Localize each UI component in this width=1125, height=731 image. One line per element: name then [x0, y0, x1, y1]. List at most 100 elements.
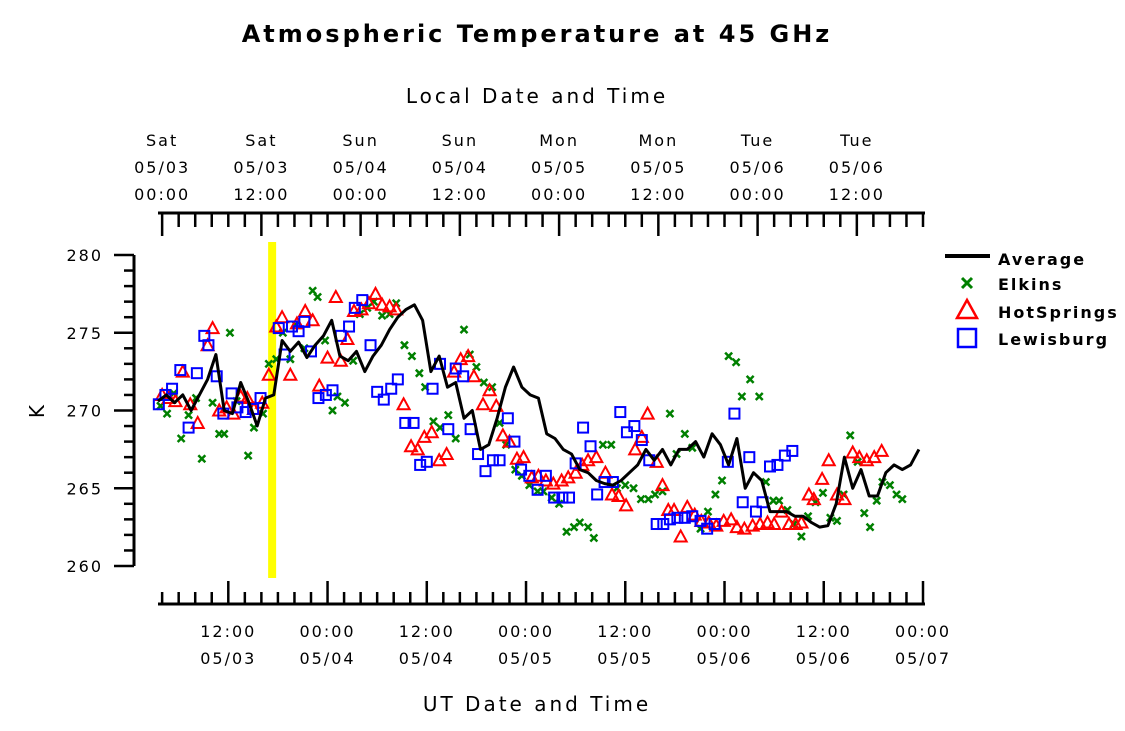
point-lewisburg: [721, 455, 734, 468]
point-elkins: [665, 409, 675, 418]
bottom-tick-label: 00:00: [696, 622, 752, 641]
point-hotsprings: [361, 295, 377, 310]
point-elkins-stroke: [243, 451, 253, 460]
point-elkins-stroke: [629, 483, 638, 493]
point-hotsprings: [627, 441, 643, 456]
bottom-tick-label: 05/03: [200, 649, 256, 668]
point-hotsprings: [793, 514, 810, 529]
point-elkins-stroke: [897, 494, 907, 504]
point-elkins-stroke: [872, 496, 882, 506]
point-elkins-stroke: [429, 417, 438, 426]
point-lewisburg: [569, 457, 582, 470]
point-hotsprings: [311, 377, 327, 392]
point-elkins: [897, 494, 907, 504]
point-elkins: [845, 430, 855, 440]
point-elkins-stroke: [575, 518, 585, 527]
point-elkins-stroke: [644, 494, 653, 504]
point-hotsprings: [333, 352, 349, 367]
point-lewisburg: [671, 511, 684, 524]
point-hotsprings: [759, 514, 776, 529]
point-hotsprings: [618, 497, 634, 512]
point-hotsprings: [821, 452, 837, 467]
top-tick-label: 12:00: [829, 185, 885, 204]
top-tick-label: Tue: [740, 131, 774, 150]
point-elkins: [589, 533, 599, 543]
top-tick-label: 05/03: [134, 158, 190, 177]
point-elkins: [562, 527, 571, 537]
point-elkins: [680, 429, 690, 439]
top-tick-label: 05/04: [432, 158, 488, 177]
point-lewisburg: [749, 505, 762, 518]
top-tick-label: 05/05: [531, 158, 587, 177]
point-elkins-stroke: [598, 440, 608, 450]
point-hotsprings: [403, 438, 419, 453]
point-elkins-stroke: [308, 286, 318, 296]
point-elkins: [658, 486, 667, 496]
point-elkins: [575, 518, 585, 527]
point-elkins-stroke: [414, 368, 424, 378]
point-hotsprings: [319, 349, 336, 364]
y-tick-label: 260: [66, 557, 103, 576]
point-elkins: [162, 409, 172, 418]
point-elkins: [724, 351, 734, 361]
point-lewisburg: [708, 518, 721, 531]
point-elkins-stroke: [407, 351, 417, 361]
point-elkins: [636, 494, 646, 504]
point-elkins-stroke: [377, 311, 387, 321]
top-tick-label: Sat: [245, 131, 277, 150]
point-elkins: [219, 429, 229, 439]
point-elkins-stroke: [737, 392, 747, 401]
point-elkins-stroke: [340, 398, 350, 408]
y-axis-title: K: [25, 402, 49, 418]
chart-title: Atmospheric Temperature at 45 GHz: [242, 20, 833, 48]
point-hotsprings: [297, 302, 313, 317]
point-elkins-stroke: [745, 375, 755, 384]
top-tick-label: 00:00: [531, 185, 587, 204]
point-elkins: [184, 410, 193, 420]
point-hotsprings: [395, 396, 412, 411]
point-elkins: [818, 488, 828, 498]
point-elkins: [598, 440, 608, 450]
bottom-tick-label: 05/04: [299, 649, 355, 668]
point-elkins-stroke: [176, 434, 186, 443]
point-hotsprings: [639, 405, 656, 420]
point-elkins: [644, 494, 653, 504]
point-hotsprings: [604, 486, 620, 501]
point-lewisburg: [472, 448, 485, 461]
point-lewisburg: [407, 416, 420, 429]
top-tick-label: Tue: [839, 131, 873, 150]
point-elkins-stroke: [711, 490, 720, 499]
point-elkins: [865, 522, 875, 532]
bottom-tick-label: 12:00: [200, 622, 256, 641]
point-elkins: [340, 398, 350, 408]
point-elkins: [313, 292, 323, 302]
top-tick-label: Mon: [638, 131, 678, 150]
point-elkins-stroke: [320, 336, 330, 345]
point-hotsprings: [806, 491, 822, 506]
point-lewisburg: [420, 455, 433, 468]
point-hotsprings: [460, 347, 476, 363]
point-elkins-stroke: [583, 522, 593, 532]
top-tick-label: 12:00: [233, 185, 289, 204]
point-hotsprings: [845, 444, 861, 459]
point-elkins: [797, 532, 806, 541]
point-lewisburg: [159, 388, 172, 401]
point-elkins-stroke: [703, 507, 713, 516]
point-hotsprings: [475, 396, 491, 411]
point-lewisburg: [523, 469, 536, 482]
y-tick-label: 280: [66, 246, 103, 265]
point-elkins: [328, 406, 337, 415]
point-elkins: [859, 508, 869, 518]
point-elkins-stroke: [264, 359, 274, 369]
point-elkins: [629, 483, 638, 493]
point-elkins-stroke: [832, 516, 842, 526]
point-elkins: [774, 496, 784, 506]
bottom-tick-label: 05/06: [796, 649, 852, 668]
point-lewisburg: [764, 460, 776, 473]
point-elkins: [208, 398, 217, 408]
point-lewisburg: [166, 382, 179, 395]
point-elkins-stroke: [818, 488, 828, 498]
top-tick-label: 05/06: [730, 158, 786, 177]
point-elkins-stroke: [219, 429, 229, 439]
point-lewisburg: [426, 382, 439, 395]
